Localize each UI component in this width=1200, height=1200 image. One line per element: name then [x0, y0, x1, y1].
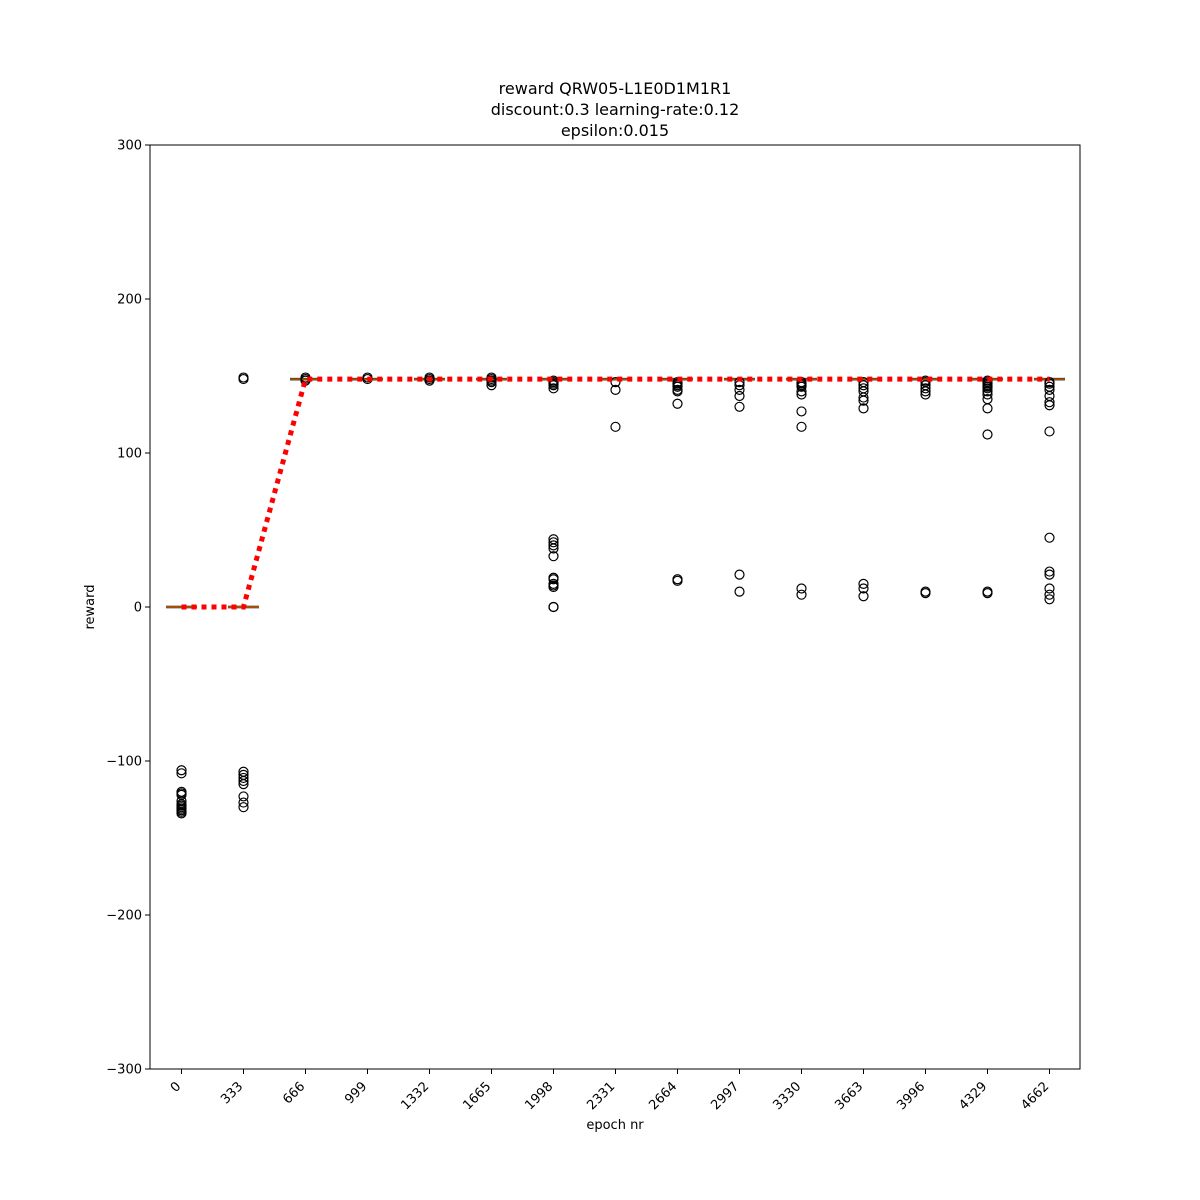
outlier-point	[176, 768, 187, 779]
outlier-point	[672, 398, 683, 409]
outlier-point	[548, 578, 559, 590]
outlier-point	[920, 380, 931, 391]
outlier-point	[238, 802, 249, 813]
outlier-point	[238, 778, 249, 790]
x-tick-label: 3996	[894, 1079, 928, 1113]
outlier-point	[1044, 532, 1055, 543]
outlier-point	[858, 380, 869, 391]
title-line-1: reward QRW05-L1E0D1M1R1	[499, 79, 732, 98]
outlier-point	[734, 401, 745, 412]
y-tick-label: −100	[106, 755, 142, 770]
outlier-point	[1044, 566, 1055, 577]
x-tick-label: 333	[218, 1079, 246, 1107]
outlier-point	[610, 421, 621, 432]
x-axis: 0 333 666 999 1332 1665 1998 2331 2664 2997 3330 36…	[168, 1069, 1052, 1113]
x-tick-label: 0	[168, 1079, 184, 1095]
outlier-point	[1044, 569, 1055, 580]
outlier-point	[238, 772, 249, 784]
outlier-point	[548, 572, 559, 583]
x-tick-label: 2664	[646, 1079, 680, 1113]
x-tick-label: 999	[342, 1079, 370, 1107]
outlier-point	[982, 586, 993, 597]
outlier-point	[1044, 381, 1055, 392]
outlier-point	[548, 383, 559, 394]
outlier-point	[796, 421, 807, 432]
outlier-point	[796, 583, 807, 594]
x-tick-label: 1998	[522, 1079, 556, 1113]
outlier-point	[238, 372, 249, 383]
outlier-point	[548, 537, 559, 548]
x-tick-label: 1665	[460, 1079, 494, 1113]
outlier-point	[858, 403, 869, 414]
plot-frame	[149, 144, 1081, 1070]
x-tick-label: 666	[280, 1079, 308, 1107]
outlier-point	[982, 403, 993, 414]
outlier-point	[858, 583, 869, 594]
outlier-point	[238, 775, 249, 787]
title-line-3: epsilon:0.015	[561, 121, 669, 140]
outlier-point	[424, 372, 435, 383]
outlier-point	[1044, 426, 1055, 437]
x-tick-label: 2997	[708, 1079, 742, 1113]
y-tick-label: 200	[117, 293, 142, 308]
outlier-point	[1044, 594, 1055, 605]
outlier-point	[858, 578, 869, 590]
outlier-point	[1044, 384, 1055, 395]
y-tick-label: −300	[106, 1063, 142, 1078]
outlier-point	[982, 429, 993, 440]
outlier-point	[796, 589, 807, 600]
outlier-point	[1044, 397, 1055, 408]
x-tick-label: 2331	[584, 1079, 618, 1113]
y-axis: −300 −200 −100 0 100 200 300	[106, 139, 150, 1078]
outlier-point	[858, 383, 869, 394]
x-tick-label: 3330	[770, 1079, 804, 1113]
outlier-point	[796, 406, 807, 417]
outlier-point	[734, 569, 745, 580]
outlier-point	[734, 390, 745, 402]
x-tick-label: 4329	[956, 1079, 990, 1113]
outlier-point	[238, 797, 249, 808]
outlier-point	[672, 574, 683, 585]
x-tick-label: 4662	[1018, 1079, 1052, 1113]
outlier-point	[858, 591, 869, 602]
y-tick-label: 300	[117, 139, 142, 154]
outlier-point	[734, 384, 745, 395]
y-tick-label: 0	[134, 601, 142, 616]
title-line-2: discount:0.3 learning-rate:0.12	[491, 100, 740, 119]
plot-area	[166, 372, 1065, 819]
outlier-point	[672, 384, 683, 395]
outlier-point	[1044, 583, 1055, 594]
outlier-point	[610, 384, 621, 395]
outlier-point	[176, 765, 187, 776]
mean-line	[181, 376, 1050, 610]
chart-title: reward QRW05-L1E0D1M1R1 discount:0.3 lea…	[491, 79, 740, 140]
y-tick-label: 100	[117, 447, 142, 462]
outlier-point	[982, 394, 993, 405]
x-tick-label: 3663	[832, 1079, 866, 1113]
outlier-point	[1044, 589, 1055, 600]
outlier-point	[548, 540, 559, 551]
outlier-point	[734, 586, 745, 597]
outlier-point	[486, 372, 497, 383]
outlier-point	[176, 808, 187, 819]
outlier-point	[548, 534, 559, 545]
outlier-point	[238, 791, 249, 802]
x-axis-label: epoch nr	[586, 1118, 644, 1133]
x-tick-label: 1332	[398, 1079, 432, 1113]
outlier-point	[858, 377, 869, 388]
outlier-point	[920, 586, 931, 597]
y-tick-label: −200	[106, 909, 142, 924]
y-axis-label: reward	[83, 584, 98, 629]
outlier-point	[920, 383, 931, 394]
outlier-point	[548, 551, 559, 562]
outlier-point	[610, 377, 621, 388]
outlier-point	[548, 601, 559, 613]
